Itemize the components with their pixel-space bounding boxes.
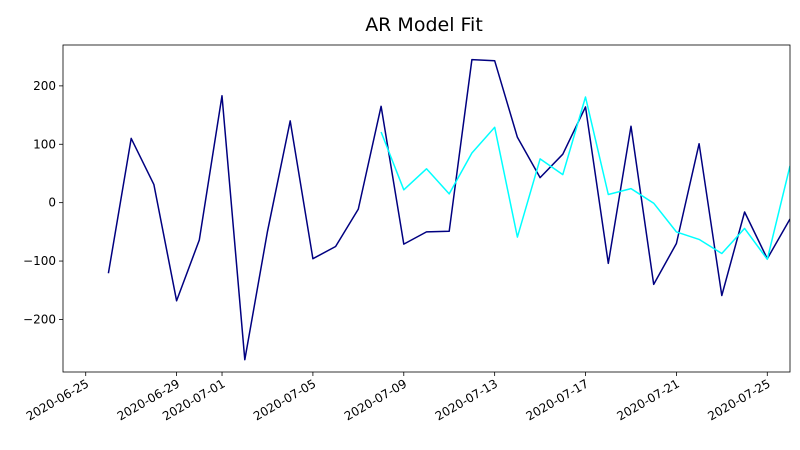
y-tick-label: 200 [33, 79, 56, 93]
series-line-2 [380, 96, 790, 261]
y-tick-label: −100 [23, 254, 56, 268]
x-tick-label: 2020-07-21 [615, 376, 682, 423]
plot-area [107, 58, 790, 361]
x-tick-label: 2020-07-25 [705, 376, 772, 423]
x-tick-label: 2020-06-25 [24, 376, 91, 423]
y-tick-label: 0 [48, 196, 56, 210]
y-tick-label: 100 [33, 137, 56, 151]
x-tick-label: 2020-07-13 [433, 376, 500, 423]
plot-frame [62, 44, 791, 373]
x-tick-label: 2020-07-17 [524, 376, 591, 423]
y-tick-label: −200 [23, 312, 56, 326]
series-line-1 [107, 58, 790, 361]
x-tick-label: 2020-07-09 [342, 376, 409, 423]
x-tick-label: 2020-07-05 [251, 376, 318, 423]
chart-title: AR Model Fit [365, 14, 483, 36]
